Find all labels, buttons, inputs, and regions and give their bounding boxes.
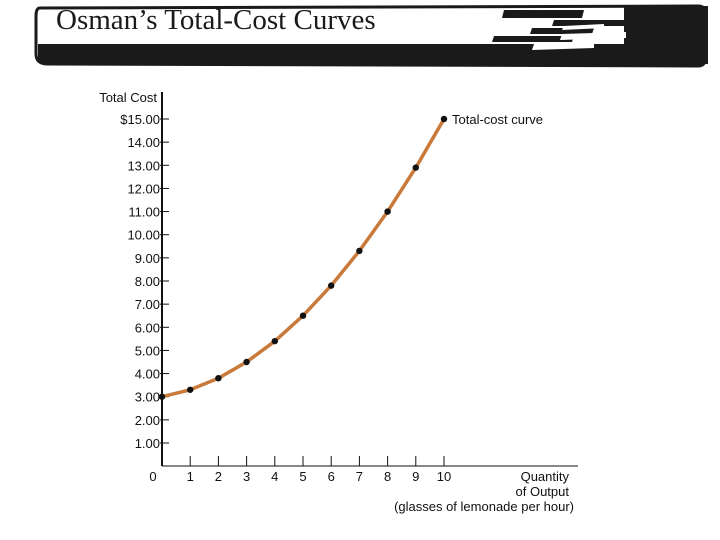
y-tick-label: $15.00 xyxy=(120,112,160,127)
data-point xyxy=(215,375,222,382)
y-tick-label: 13.00 xyxy=(127,158,160,173)
x-tick-label: 9 xyxy=(412,469,419,484)
x-tick-label: 6 xyxy=(328,469,335,484)
y-axis-label: Total Cost xyxy=(99,90,157,105)
y-tick-label: 9.00 xyxy=(135,251,160,266)
y-tick-label: 3.00 xyxy=(135,390,160,405)
slide-title: Osman’s Total-Cost Curves xyxy=(56,4,376,36)
data-point xyxy=(158,393,166,400)
data-point xyxy=(440,115,448,123)
x-tick-label: 5 xyxy=(299,469,306,484)
x-ticks: 0 1 2 3 4 5 6 7 8 9 10 xyxy=(149,456,451,484)
x-tick-label: 1 xyxy=(187,469,194,484)
y-tick-label: 6.00 xyxy=(135,320,160,335)
x-axis-label-line: (glasses of lemonade per hour) xyxy=(394,499,574,514)
x-tick-label: 7 xyxy=(356,469,363,484)
data-point xyxy=(356,247,363,255)
banner-frame xyxy=(34,4,708,68)
y-tick-label: 8.00 xyxy=(135,274,160,289)
y-tick-label: 10.00 xyxy=(127,228,160,243)
data-point xyxy=(243,358,250,366)
data-point xyxy=(299,312,307,319)
total-cost-curve-line xyxy=(160,117,446,399)
y-tick-label: 14.00 xyxy=(127,135,160,150)
x-tick-label: 10 xyxy=(437,469,451,484)
x-axis-label-line: of Output xyxy=(516,484,570,499)
data-points xyxy=(158,115,448,400)
data-point xyxy=(328,282,335,289)
y-tick-label: 7.00 xyxy=(135,297,160,312)
y-tick-label: 12.00 xyxy=(127,181,160,196)
x-tick-label: 3 xyxy=(243,469,250,484)
y-tick-label: 4.00 xyxy=(135,367,160,382)
data-point xyxy=(384,208,391,215)
data-point xyxy=(412,164,419,171)
x-tick-label: 0 xyxy=(149,469,156,484)
data-point xyxy=(271,337,278,345)
x-tick-label: 2 xyxy=(215,469,222,484)
x-tick-label: 8 xyxy=(384,469,391,484)
y-tick-label: 2.00 xyxy=(135,413,160,428)
series-label: Total-cost curve xyxy=(452,112,543,127)
y-ticks: 1.00 2.00 3.00 4.00 5.00 6.00 7.00 8.00 9.00 10.0… xyxy=(120,112,169,451)
y-tick-label: 1.00 xyxy=(135,436,160,451)
y-tick-label: 5.00 xyxy=(135,343,160,358)
title-banner xyxy=(34,4,710,68)
data-point xyxy=(187,386,194,393)
y-tick-label: 11.00 xyxy=(128,205,160,220)
x-axis-label-line: Quantity xyxy=(521,469,570,484)
x-tick-label: 4 xyxy=(271,469,278,484)
